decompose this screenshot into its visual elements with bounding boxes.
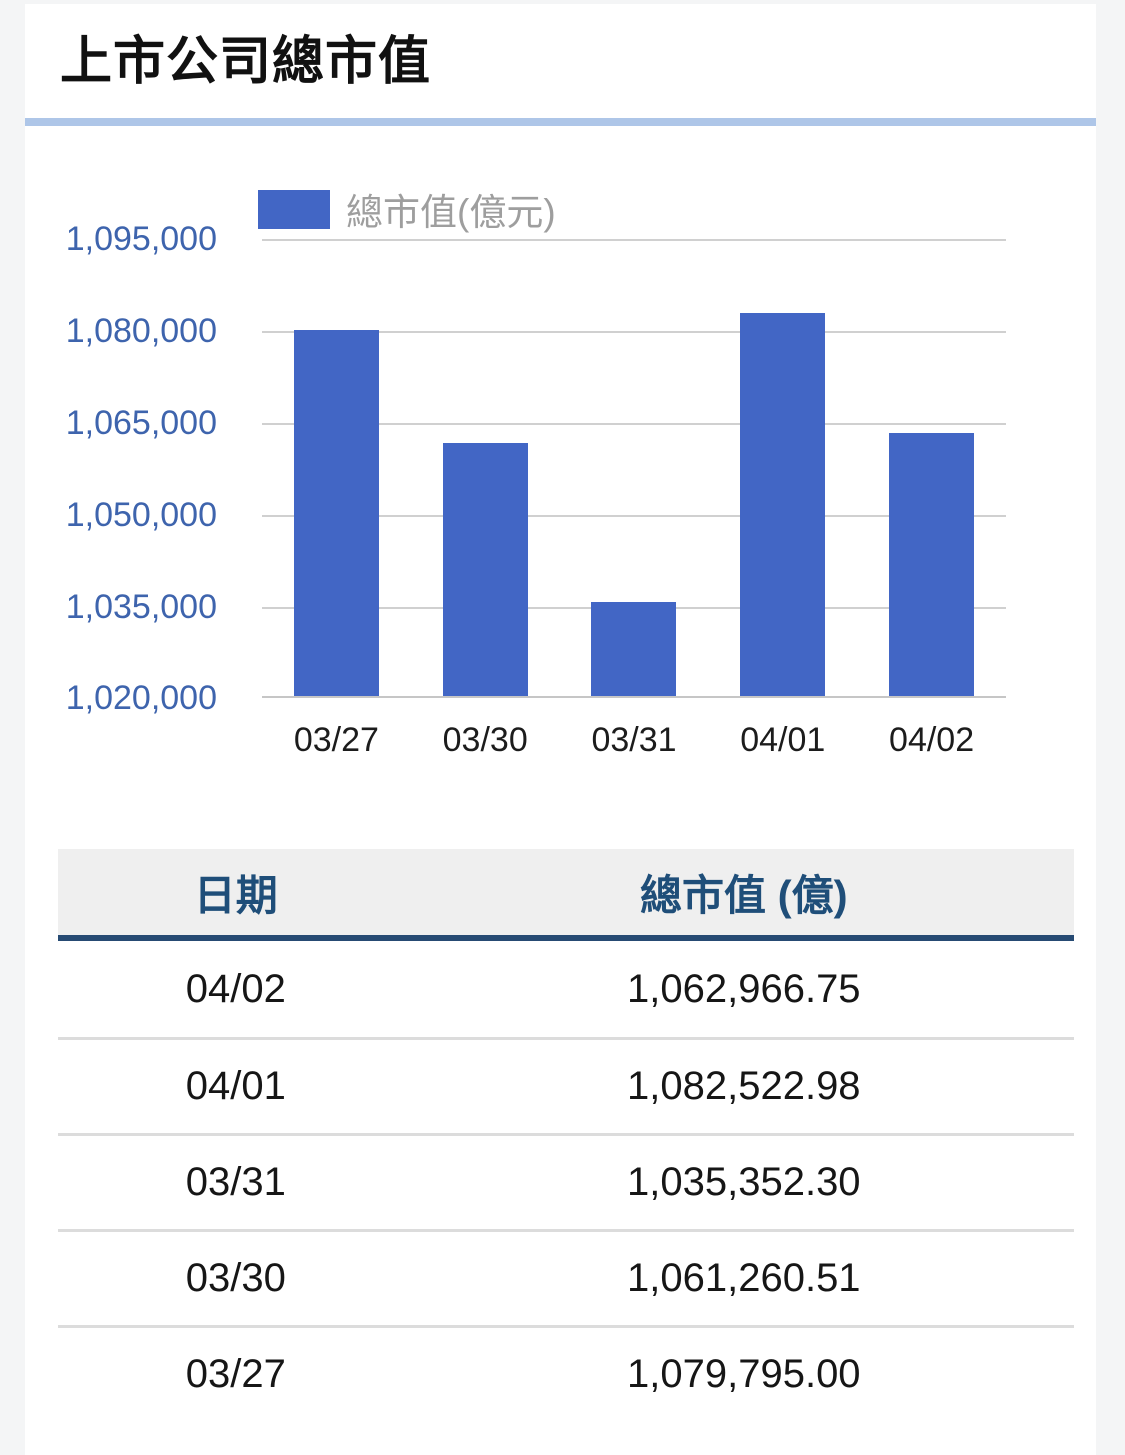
value-cell: 1,082,522.98 — [627, 1064, 861, 1108]
gridline — [262, 515, 1006, 517]
value-cell: 1,079,795.00 — [627, 1352, 861, 1396]
x-axis: 03/27 03/30 03/31 04/01 04/02 — [262, 718, 1006, 762]
table-row: 04/02 1,062,966.75 — [58, 941, 1074, 1037]
market-cap-bar-chart: 總市值(億元) 1,095,000 1,080,000 1,065,000 1,… — [25, 126, 1096, 849]
table-row: 03/30 1,061,260.51 — [58, 1229, 1074, 1325]
table-row: 03/31 1,035,352.30 — [58, 1133, 1074, 1229]
value-cell: 1,061,260.51 — [627, 1256, 861, 1300]
value-cell: 1,035,352.30 — [627, 1160, 861, 1204]
page-title: 上市公司總市值 — [60, 33, 432, 91]
bar-03-30[interactable] — [442, 443, 528, 696]
column-header-value: 總市值 (億) — [639, 871, 848, 919]
table-header-row: 日期 總市值 (億) — [58, 849, 1074, 941]
date-cell: 03/27 — [185, 1352, 286, 1396]
bar-series — [262, 239, 1006, 696]
bar-03-27[interactable] — [293, 330, 379, 696]
date-cell: 04/01 — [185, 1064, 286, 1108]
market-cap-table: 日期 總市值 (億) 04/02 1,062,966.75 04/01 1,08… — [58, 849, 1074, 1421]
gridline — [262, 423, 1006, 425]
y-axis-tick-label: 1,020,000 — [65, 679, 217, 717]
x-axis-tick-label: 03/30 — [442, 721, 528, 759]
gridline — [262, 331, 1006, 333]
bar-03-31[interactable] — [591, 602, 677, 696]
date-cell: 03/31 — [185, 1160, 286, 1204]
plot-area — [262, 239, 1006, 698]
bar-04-02[interactable] — [889, 433, 975, 696]
y-axis-tick-label: 1,080,000 — [65, 312, 217, 350]
bar-04-01[interactable] — [740, 313, 826, 696]
x-axis-tick-label: 03/27 — [293, 721, 379, 759]
table-row: 03/27 1,079,795.00 — [58, 1325, 1074, 1421]
y-axis-tick-label: 1,050,000 — [65, 496, 217, 534]
x-axis-tick-label: 03/31 — [591, 721, 677, 759]
title-divider — [25, 118, 1096, 126]
y-axis-tick-label: 1,065,000 — [65, 404, 217, 442]
value-cell: 1,062,966.75 — [627, 966, 861, 1011]
gridline — [262, 239, 1006, 241]
y-axis-tick-label: 1,095,000 — [65, 220, 217, 258]
legend-label: 總市值(億元) — [346, 192, 556, 233]
chart-legend: 總市值(億元) — [258, 182, 556, 236]
date-cell: 03/30 — [185, 1256, 286, 1300]
date-cell: 04/02 — [185, 966, 286, 1011]
column-header-date: 日期 — [193, 871, 278, 919]
table-row: 04/01 1,082,522.98 — [58, 1037, 1074, 1133]
x-axis-tick-label: 04/02 — [889, 721, 975, 759]
y-axis-tick-label: 1,035,000 — [65, 588, 217, 626]
content-card: 上市公司總市值 總市值(億元) 1,095,000 1,080,000 1,06… — [25, 4, 1096, 1455]
x-axis-tick-label: 04/01 — [740, 721, 826, 759]
legend-color-swatch-icon — [258, 189, 330, 229]
